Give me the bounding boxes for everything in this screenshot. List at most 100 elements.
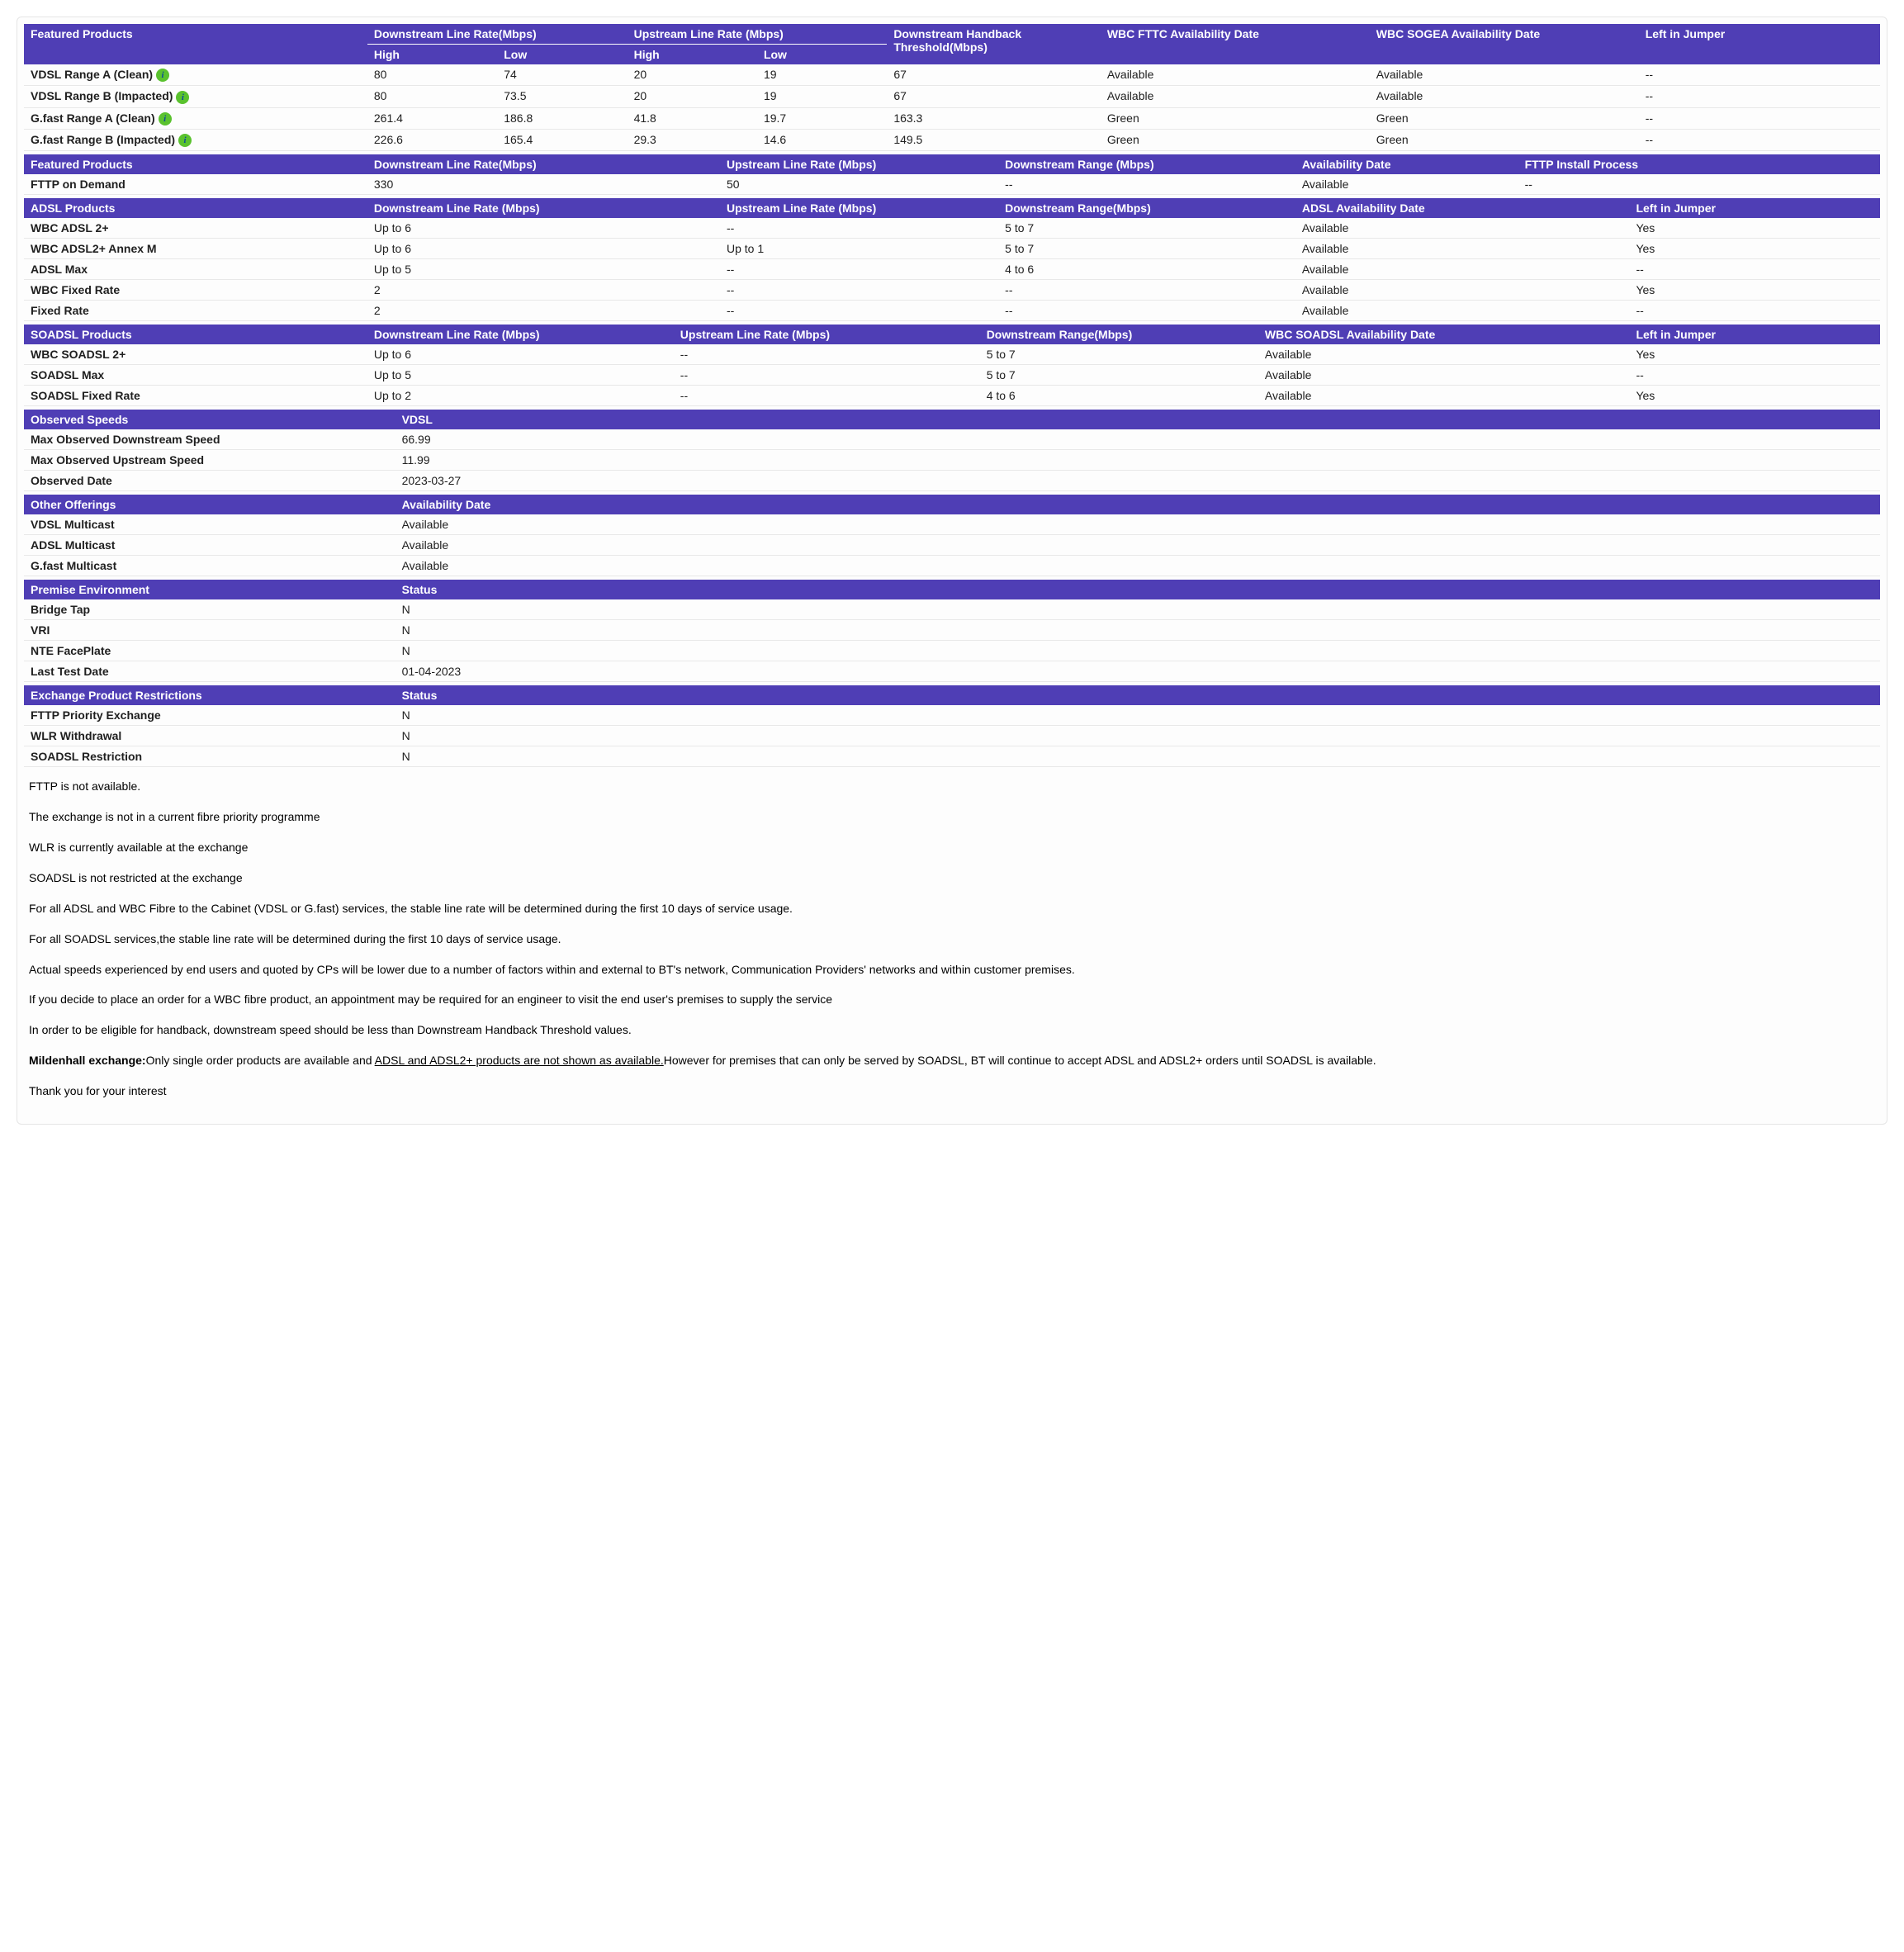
col-down4: Downstream Line Rate (Mbps): [367, 325, 674, 344]
table-row: G.fast Range A (Clean)i261.4186.841.819.…: [24, 107, 1880, 129]
note-soadsl-stable: For all SOADSL services,the stable line …: [29, 931, 1875, 947]
cell: 11.99: [395, 450, 1880, 471]
cell: Available: [1258, 365, 1630, 386]
cell: 149.5: [887, 129, 1101, 150]
cell: 74: [497, 64, 627, 86]
col-down-rate: Downstream Line Rate(Mbps): [367, 24, 628, 45]
info-icon[interactable]: i: [156, 69, 169, 82]
cell: --: [674, 344, 980, 365]
cell: 14.6: [757, 129, 887, 150]
col-range3: Downstream Range(Mbps): [998, 198, 1295, 218]
cell: 80: [367, 64, 497, 86]
cell: 5 to 7: [980, 365, 1258, 386]
cell: N: [395, 641, 1880, 661]
col-observed: Observed Speeds: [24, 410, 395, 429]
info-icon[interactable]: i: [178, 134, 192, 147]
exchange-restrictions-table: Exchange Product Restrictions Status FTT…: [24, 685, 1880, 767]
table-row: Last Test Date01-04-2023: [24, 661, 1880, 682]
cell: 226.6: [367, 129, 497, 150]
note-mildenhall-bold: Mildenhall exchange:: [29, 1054, 146, 1067]
cell: Available: [1370, 86, 1639, 107]
product-name-cell: VDSL Range B (Impacted)i: [24, 86, 367, 107]
product-name-cell: SOADSL Max: [24, 365, 367, 386]
table-row: G.fast MulticastAvailable: [24, 556, 1880, 576]
observed-speeds-table: Observed Speeds VDSL Max Observed Downst…: [24, 410, 1880, 491]
product-name-cell: WBC ADSL2+ Annex M: [24, 239, 367, 259]
col-status7: Status: [395, 580, 1880, 599]
info-icon[interactable]: i: [159, 112, 172, 126]
table-row: FTTP on Demand33050--Available--: [24, 174, 1880, 195]
cell: Available: [1295, 301, 1630, 321]
note-thanks: Thank you for your interest: [29, 1083, 1875, 1099]
col-featured: Featured Products: [24, 24, 367, 64]
cell: Green: [1101, 129, 1370, 150]
cell: Up to 2: [367, 386, 674, 406]
note-wbc-order: If you decide to place an order for a WB…: [29, 992, 1875, 1007]
col-up2: Upstream Line Rate (Mbps): [720, 154, 998, 174]
cell: 67: [887, 64, 1101, 86]
cell: 163.3: [887, 107, 1101, 129]
cell: 01-04-2023: [395, 661, 1880, 682]
cell: --: [720, 218, 998, 239]
table-row: VDSL MulticastAvailable: [24, 514, 1880, 535]
cell: 5 to 7: [998, 239, 1295, 259]
col-range4: Downstream Range(Mbps): [980, 325, 1258, 344]
cell: 2: [367, 280, 720, 301]
col-down-high: High: [367, 45, 497, 65]
cell: Yes: [1629, 239, 1880, 259]
note-handback: In order to be eligible for handback, do…: [29, 1022, 1875, 1038]
note-mildenhall: Mildenhall exchange:Only single order pr…: [29, 1053, 1875, 1068]
col-lj4: Left in Jumper: [1629, 325, 1880, 344]
premise-env-table: Premise Environment Status Bridge TapNVR…: [24, 580, 1880, 682]
cell: Up to 5: [367, 365, 674, 386]
cell: 4 to 6: [998, 259, 1295, 280]
table-row: VRIN: [24, 620, 1880, 641]
product-name-cell: Fixed Rate: [24, 301, 367, 321]
note-soadsl-restrict: SOADSL is not restricted at the exchange: [29, 870, 1875, 886]
cell: Available: [1370, 64, 1639, 86]
table-row: WLR WithdrawalN: [24, 726, 1880, 746]
cell: --: [1629, 259, 1880, 280]
cell: Yes: [1629, 280, 1880, 301]
adsl-table: ADSL Products Downstream Line Rate (Mbps…: [24, 198, 1880, 321]
cell: 19: [757, 86, 887, 107]
note-mildenhall-text2: However for premises that can only be se…: [664, 1054, 1376, 1067]
soadsl-table: SOADSL Products Downstream Line Rate (Mb…: [24, 325, 1880, 406]
cell: Available: [1258, 386, 1630, 406]
col-adsl: ADSL Products: [24, 198, 367, 218]
cell: --: [1629, 301, 1880, 321]
table-row: SOADSL Fixed RateUp to 2--4 to 6Availabl…: [24, 386, 1880, 406]
cell: 19: [757, 64, 887, 86]
col-up-rate: Upstream Line Rate (Mbps): [628, 24, 888, 45]
cell: --: [720, 259, 998, 280]
cell: 19.7: [757, 107, 887, 129]
cell: Yes: [1629, 218, 1880, 239]
results-panel: Featured Products Downstream Line Rate(M…: [17, 17, 1887, 1125]
col-down-low: Low: [497, 45, 627, 65]
cell: --: [1639, 129, 1880, 150]
col-soadsl: SOADSL Products: [24, 325, 367, 344]
col-avail2: Availability Date: [1295, 154, 1518, 174]
cell: --: [1639, 64, 1880, 86]
col-up3: Upstream Line Rate (Mbps): [720, 198, 998, 218]
cell: 5 to 7: [998, 218, 1295, 239]
cell: 2023-03-27: [395, 471, 1880, 491]
table-row: ADSL MulticastAvailable: [24, 535, 1880, 556]
cell: 80: [367, 86, 497, 107]
cell: Green: [1370, 107, 1639, 129]
note-mildenhall-text1: Only single order products are available…: [146, 1054, 375, 1067]
table-row: VDSL Range A (Clean)i8074201967Available…: [24, 64, 1880, 86]
table-row: SOADSL RestrictionN: [24, 746, 1880, 767]
cell: Available: [1101, 64, 1370, 86]
cell: Available: [395, 556, 1880, 576]
note-adsl-wbc: For all ADSL and WBC Fibre to the Cabine…: [29, 901, 1875, 917]
product-name-cell: Bridge Tap: [24, 599, 395, 620]
cell: N: [395, 726, 1880, 746]
cell: Up to 6: [367, 218, 720, 239]
table-row: Fixed Rate2----Available--: [24, 301, 1880, 321]
product-name-cell: WBC ADSL 2+: [24, 218, 367, 239]
featured-products-table: Featured Products Downstream Line Rate(M…: [24, 24, 1880, 151]
info-icon[interactable]: i: [176, 91, 189, 104]
cell: --: [1639, 107, 1880, 129]
product-name-cell: Observed Date: [24, 471, 395, 491]
